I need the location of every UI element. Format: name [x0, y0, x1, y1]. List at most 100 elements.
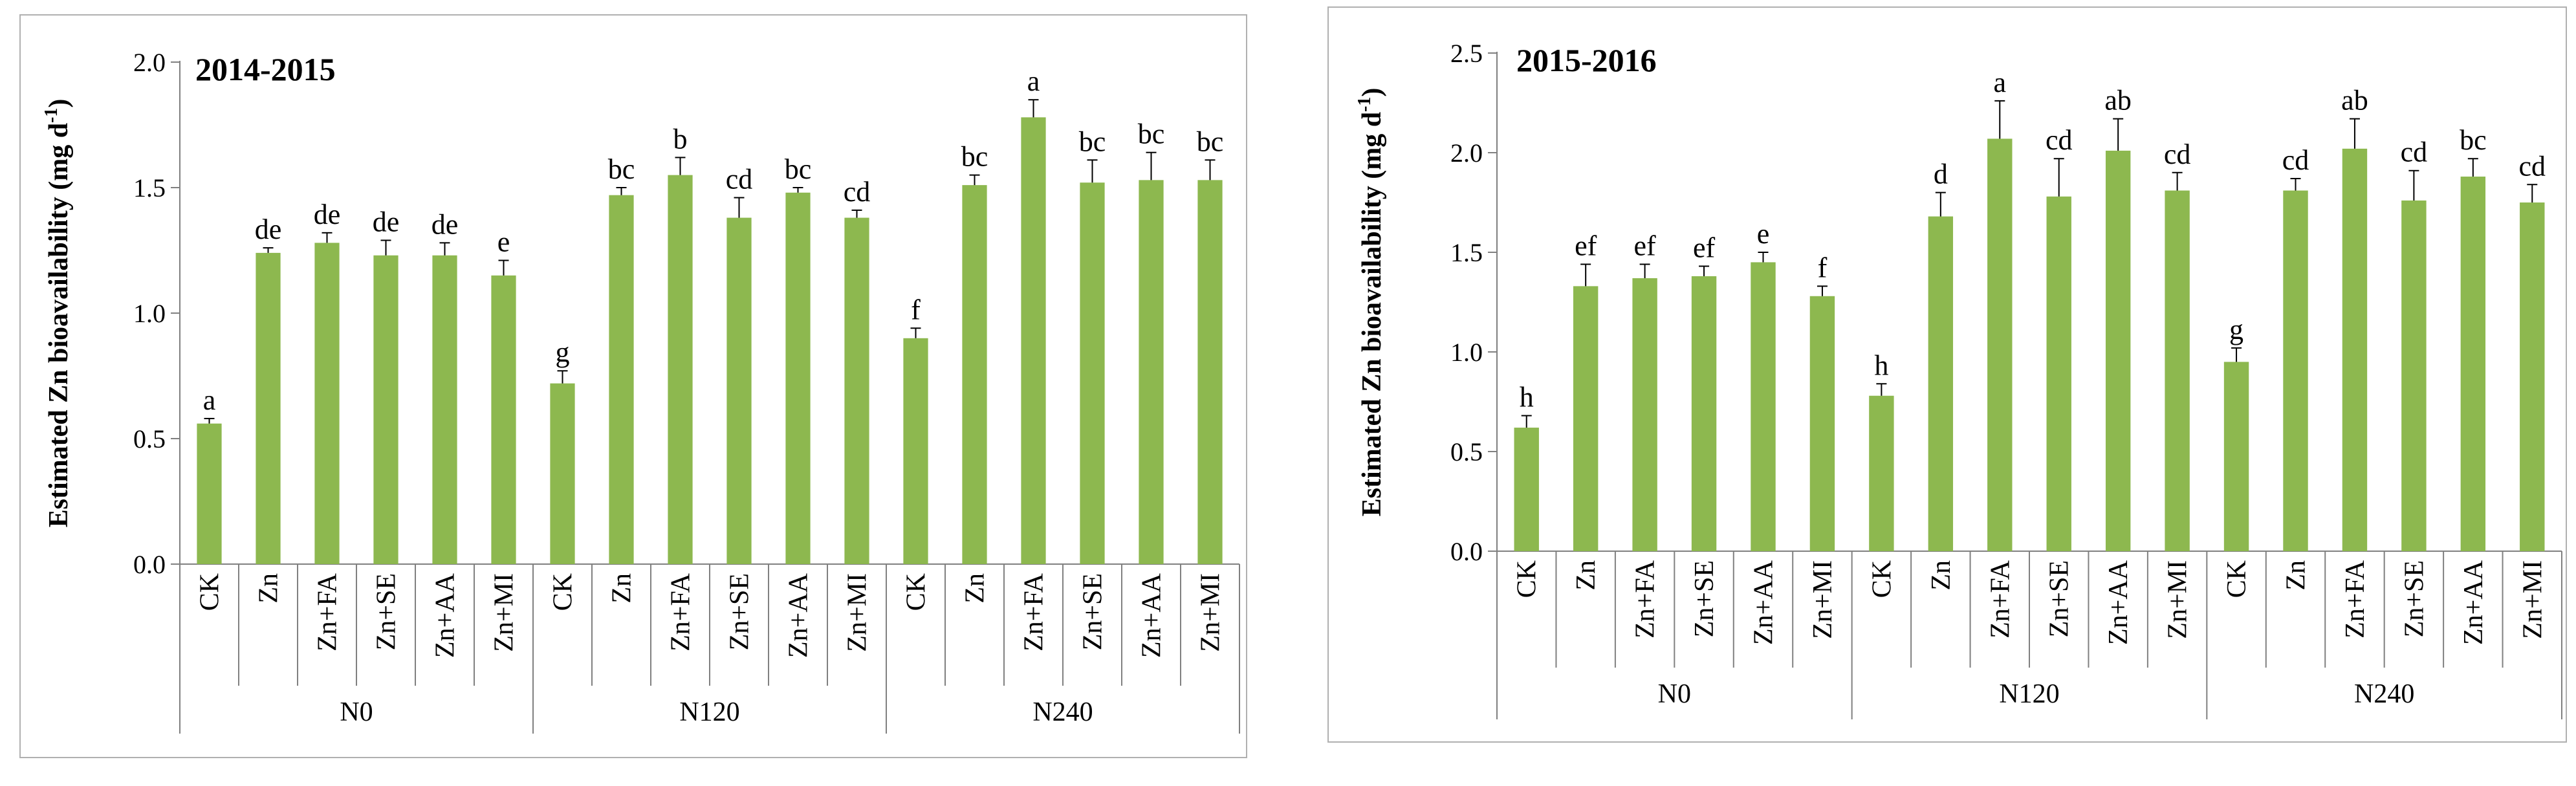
bar-zn-mi-n0: [1809, 296, 1835, 551]
significance-letter: h: [1520, 382, 1534, 413]
x-category-label: Zn+FA: [1985, 560, 2015, 639]
group-label-n240: N240: [2354, 679, 2414, 709]
x-category-label: Zn: [607, 573, 637, 604]
bar-zn-fa-n0: [1632, 278, 1657, 551]
x-category-label: Zn+SE: [2399, 560, 2429, 637]
x-category-label: CK: [1512, 560, 1542, 598]
bar-zn-aa-n0: [432, 255, 457, 564]
bar-zn-se-n0: [1691, 276, 1717, 551]
bar-zn-se-n120: [726, 217, 752, 564]
significance-letter: bc: [1138, 118, 1165, 150]
group-label-n0: N0: [1658, 679, 1691, 709]
bar-ck-n240: [2223, 362, 2249, 551]
bar-zn-n120: [609, 195, 634, 564]
x-category-label: CK: [902, 573, 932, 611]
bar-zn-se-n0: [373, 255, 398, 564]
group-label-n0: N0: [340, 697, 373, 727]
significance-letter: bc: [961, 141, 988, 173]
significance-letter: g: [2229, 314, 2243, 345]
x-category-label: Zn+FA: [666, 573, 696, 651]
bar-zn-fa-n0: [314, 243, 340, 564]
significance-letter: ef: [1693, 232, 1716, 264]
significance-letter: de: [255, 213, 282, 245]
significance-letter: bc: [785, 153, 812, 185]
chart-panel-2015-2016: 0.0 0.5 1.0 1.5 2.0 2.5 h CK ef Zn ef Zn+FA ef Zn+SE e…: [1327, 6, 2567, 743]
x-category-label: Zn+FA: [1631, 560, 1661, 639]
x-category-label: Zn+AA: [1137, 573, 1167, 658]
bar-zn-aa-n0: [1751, 262, 1776, 551]
x-category-label: Zn+AA: [2459, 560, 2489, 645]
significance-letter: a: [1994, 67, 2007, 98]
bar-zn-fa-n240: [1021, 117, 1046, 565]
x-category-label: Zn+AA: [2104, 560, 2134, 645]
y-tick-label: 1.5: [1450, 238, 1483, 267]
y-tick-label: 2.5: [1450, 39, 1483, 68]
y-axis-label-close: ): [44, 99, 74, 108]
significance-letter: cd: [726, 164, 753, 195]
group-label-n120: N120: [679, 697, 739, 727]
bar-zn-n240: [962, 185, 987, 564]
y-tick-label: 1.0: [1450, 338, 1483, 367]
significance-letter: b: [673, 123, 688, 155]
significance-letter: a: [203, 384, 216, 416]
x-category-label: CK: [2222, 560, 2252, 598]
x-category-label: Zn+MI: [2518, 560, 2548, 639]
significance-letter: a: [1027, 65, 1040, 97]
bar-zn-n120: [1928, 216, 1954, 551]
x-category-label: Zn: [2282, 560, 2311, 591]
y-tick-label: 1.0: [133, 299, 166, 328]
bar-zn-aa-n240: [2460, 176, 2486, 552]
bar-zn-aa-n120: [2105, 150, 2131, 552]
significance-letter: de: [373, 206, 400, 237]
bar-zn-aa-n120: [785, 192, 811, 564]
significance-letter: e: [1757, 218, 1770, 250]
y-tick-label: 0.5: [133, 424, 166, 453]
group-label-n240: N240: [1032, 697, 1093, 727]
chart-2014-2015: 0.0 0.5 1.0 1.5 2.0 a CK de Zn de Zn+FA de Zn+SE de Zn…: [41, 48, 1240, 734]
bar-ck-n0: [197, 423, 222, 564]
chart-title: 2014-2015: [195, 51, 336, 87]
chart-2015-2016: 0.00.51.01.52.02.5hCKefZnefZn+FAefZn+SEe…: [1355, 39, 2562, 719]
bar-ck-n120: [1869, 395, 1894, 551]
x-category-label: Zn+MI: [1808, 560, 1838, 639]
x-category-label: Zn+SE: [725, 573, 755, 650]
x-category-label: Zn+FA: [1020, 573, 1049, 651]
bar-zn-se-n240: [2401, 200, 2427, 551]
bar-zn-n240: [2283, 190, 2308, 551]
significance-letter: cd: [2046, 124, 2073, 156]
bar-ck-n240: [903, 338, 928, 564]
bar-zn-fa-n120: [668, 175, 693, 565]
x-category-label: Zn+MI: [490, 573, 519, 652]
y-axis-label: Estimated Zn bioavailability (mg d-1): [1355, 88, 1387, 517]
group-label-n120: N120: [1999, 679, 2059, 709]
x-category-label: Zn: [1571, 560, 1601, 591]
bar-zn-fa-n240: [2342, 148, 2368, 552]
significance-letter: e: [497, 226, 510, 258]
bar-zn-aa-n240: [1139, 180, 1164, 564]
significance-letter: h: [1874, 349, 1888, 381]
y-axis-label-superscript: -1: [41, 108, 61, 123]
x-category-label: Zn+MI: [2163, 560, 2193, 639]
y-tick-label: 0.0: [133, 550, 166, 579]
significance-letter: ef: [1575, 230, 1597, 261]
x-category-label: Zn+MI: [1196, 573, 1226, 652]
x-category-label: Zn+AA: [1749, 560, 1779, 645]
y-tick-label: 0.5: [1450, 437, 1483, 466]
x-category-label: Zn+FA: [313, 573, 343, 651]
y-tick-label: 0.0: [1450, 537, 1483, 566]
bar-zn-fa-n120: [1987, 138, 2013, 551]
significance-letter: ab: [2104, 85, 2132, 116]
significance-letter: de: [314, 199, 341, 230]
significance-letter: cd: [2401, 136, 2428, 168]
bar-zn-n0: [1573, 286, 1599, 551]
significance-letter: cd: [2519, 150, 2546, 182]
significance-letter: cd: [2282, 144, 2309, 176]
x-category-label: CK: [1867, 560, 1897, 598]
x-category-label: CK: [549, 573, 578, 611]
x-category-label: Zn+AA: [784, 573, 814, 658]
significance-letter: bc: [1197, 126, 1224, 157]
bar-zn-mi-n240: [2520, 202, 2545, 551]
y-axis-label: Estimated Zn bioavailability (mg d-1): [41, 99, 74, 528]
bar-zn-mi-n120: [844, 217, 869, 564]
x-category-label: Zn+SE: [2045, 560, 2075, 637]
